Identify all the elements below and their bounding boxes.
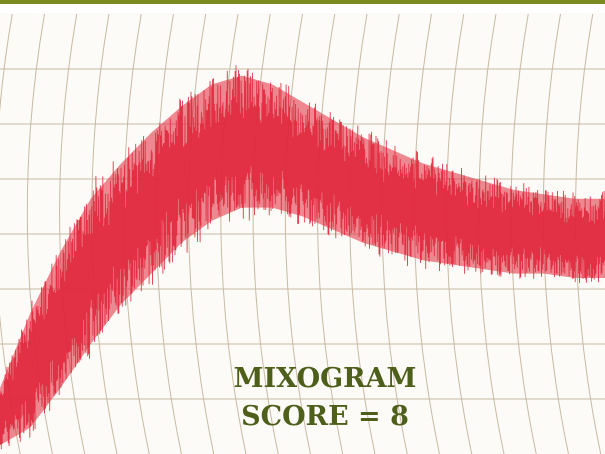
- top-accent-bar: [0, 0, 605, 13]
- top-accent-bar-gap: [0, 4, 605, 13]
- mixogram-caption: MIXOGRAM SCORE = 8: [200, 360, 450, 436]
- mixogram-pen-trace: [0, 65, 605, 450]
- caption-score: SCORE = 8: [241, 401, 409, 432]
- mixogram-trace: [0, 65, 605, 450]
- caption-title: MIXOGRAM: [233, 363, 417, 394]
